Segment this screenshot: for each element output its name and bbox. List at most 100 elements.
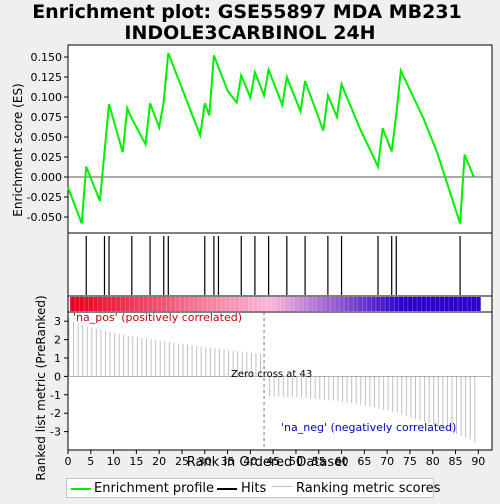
- color-bar-segment: [247, 297, 253, 311]
- rank-xtick-label: 0: [65, 455, 72, 468]
- color-bar-segment: [384, 297, 390, 311]
- color-bar-segment: [366, 297, 372, 311]
- metric-ytick-label: 3: [54, 315, 61, 328]
- color-bar-segment: [183, 297, 189, 311]
- color-bar-segment: [402, 297, 408, 311]
- color-bar-segment: [275, 297, 281, 311]
- color-bar-segment: [284, 297, 290, 311]
- color-bar-segment: [79, 297, 85, 311]
- color-bar-segment: [161, 297, 167, 311]
- color-bar-segment: [115, 297, 121, 311]
- color-bar-segment: [92, 297, 98, 311]
- color-bar-segment: [316, 297, 322, 311]
- color-bar-segment: [307, 297, 313, 311]
- color-bar-segment: [389, 297, 395, 311]
- color-bar-segment: [452, 297, 458, 311]
- color-bar-segment: [138, 297, 144, 311]
- color-bar-segment: [393, 297, 399, 311]
- color-bar-segment: [211, 297, 217, 311]
- color-bar-segment: [416, 297, 422, 311]
- color-bar-segment: [238, 297, 244, 311]
- color-bar-segment: [111, 297, 116, 311]
- color-bar-segment: [398, 297, 404, 311]
- color-bar-segment: [334, 297, 340, 311]
- color-bar-segment: [348, 297, 354, 311]
- color-bar-segment: [261, 297, 267, 311]
- color-bar-segment: [329, 297, 335, 311]
- color-bar-segment: [197, 297, 203, 311]
- color-bar-segment: [270, 297, 276, 311]
- legend: Enrichment profile Hits Ranking metric s…: [66, 478, 440, 498]
- es-ytick-label: 0.000: [31, 171, 63, 184]
- color-bar-segment: [430, 297, 436, 311]
- rank-xtick-label: 10: [107, 455, 121, 468]
- color-bar-segment: [375, 297, 381, 311]
- rank-xtick-label: 35: [221, 455, 235, 468]
- legend-metric-swatch: [272, 486, 292, 487]
- color-bar-segment: [266, 297, 272, 311]
- es-ytick-label: 0.075: [31, 111, 63, 124]
- color-bar-segment: [147, 297, 153, 311]
- rank-xtick-label: 85: [449, 455, 463, 468]
- color-bar-segment: [133, 297, 139, 311]
- hits-plot-area: [67, 232, 493, 297]
- color-bar-segment: [357, 297, 363, 311]
- color-bar-segment: [352, 297, 358, 311]
- es-ytick-label: 0.025: [31, 151, 63, 164]
- color-bar-segment: [425, 297, 431, 311]
- es-plot-area: [67, 44, 493, 234]
- legend-profile-swatch: [71, 488, 91, 490]
- color-bar-segment: [475, 297, 481, 311]
- color-bar-segment: [256, 297, 262, 311]
- color-bar-segment: [243, 297, 249, 311]
- color-bar-segment: [434, 297, 440, 311]
- color-bar-segment: [74, 297, 80, 311]
- color-bar-segment: [202, 297, 208, 311]
- color-bar-segment: [152, 297, 158, 311]
- color-bar-segment: [443, 297, 449, 311]
- es-axis-label: Enrichment score (ES): [11, 83, 25, 216]
- color-bar-segment: [325, 297, 331, 311]
- ranking-color-bar: [67, 295, 493, 313]
- rank-xtick-label: 30: [198, 455, 212, 468]
- es-ytick-label: 0.100: [31, 91, 63, 104]
- metric-axis-label: Ranked list metric (PreRanked): [34, 295, 48, 480]
- legend-hits-swatch: [217, 488, 237, 490]
- color-bar-segment: [220, 297, 226, 311]
- rank-xtick-label: 20: [152, 455, 166, 468]
- rank-xtick-label: 80: [426, 455, 440, 468]
- color-bar-segment: [279, 297, 285, 311]
- color-bar-segment: [421, 297, 427, 311]
- color-bar-segment: [471, 297, 477, 311]
- color-bar-segment: [225, 297, 230, 311]
- rank-xtick-label: 50: [289, 455, 303, 468]
- es-ytick-label: -0.025: [27, 191, 62, 204]
- color-bar-segment: [165, 297, 171, 311]
- color-bar-segment: [439, 297, 445, 311]
- color-bar-segment: [457, 297, 463, 311]
- color-bar-segment: [142, 297, 148, 311]
- color-bar-segment: [83, 297, 89, 311]
- zero-cross-label: Zero cross at 43: [231, 369, 312, 380]
- color-bar-segment: [179, 297, 185, 311]
- color-bar-segment: [170, 297, 176, 311]
- rank-xtick-label: 55: [312, 455, 326, 468]
- color-bar-segment: [370, 297, 376, 311]
- rank-xtick-label: 40: [243, 455, 257, 468]
- color-bar-segment: [407, 297, 413, 311]
- chart-title-line1: Enrichment plot: GSE55897 MDA MB231: [32, 1, 462, 23]
- color-bar-segment: [302, 297, 308, 311]
- es-ytick-label: 0.125: [31, 71, 63, 84]
- legend-hits-label: Hits: [241, 481, 267, 496]
- metric-ytick-label: 0: [54, 370, 61, 383]
- color-bar-segment: [411, 297, 417, 311]
- color-bar-segment: [88, 297, 94, 311]
- color-bar-segment: [106, 297, 112, 311]
- color-bar-segment: [288, 297, 294, 311]
- color-bar-segment: [466, 297, 472, 311]
- rank-axis-label: Rank in Ordered Dataset: [187, 455, 348, 470]
- es-ytick-label: 0.150: [31, 51, 63, 64]
